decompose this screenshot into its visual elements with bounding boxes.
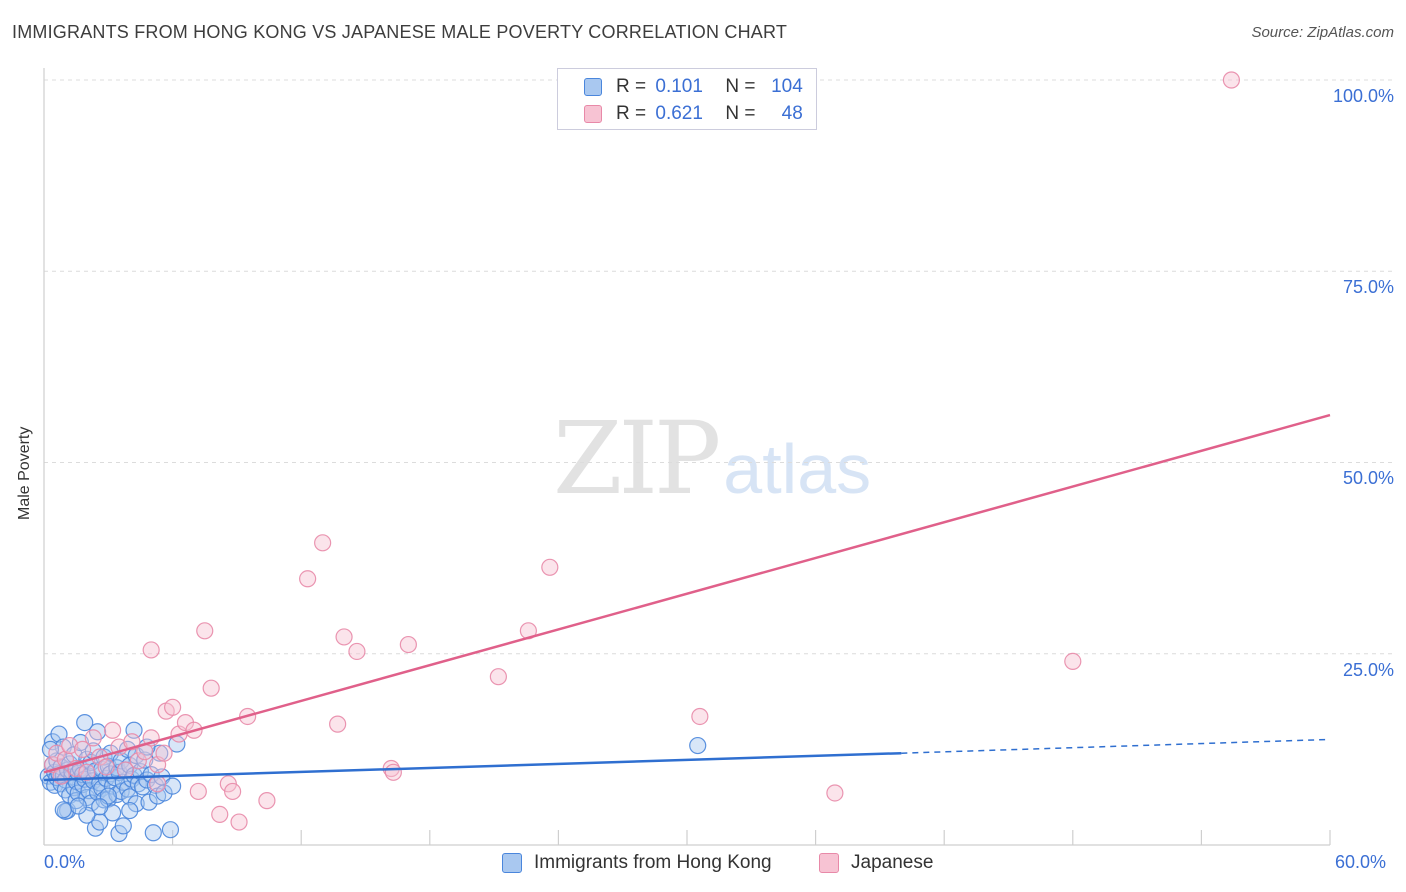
japanese-point [826,784,844,802]
n-value: 104 [771,76,803,97]
x-tick-label-min: 0.0% [44,852,86,872]
n-value: 48 [781,103,803,124]
axes [43,68,1331,846]
japanese-point [52,767,70,785]
hong-kong-point [161,821,180,839]
japanese-point [148,775,167,793]
japanese-point [78,763,96,781]
r-label: R = [616,103,647,124]
legend-swatch-hong-kong [502,853,522,873]
y-axis-label: Male Poverty [16,426,33,520]
source-credit: Source: ZipAtlas.com [1251,24,1394,41]
japanese-point [84,729,102,747]
hong-kong-point [127,795,145,813]
trend-line-hong-kong-extension [901,738,1331,754]
japanese-point [142,641,160,659]
r-label: R = [616,76,647,97]
hong-kong-point [155,784,173,802]
hong-kong-point [78,806,96,824]
hong-kong-point [54,801,72,819]
japanese-point [189,782,207,801]
japanese-point [314,534,332,552]
japanese-point [48,744,66,762]
japanese-point [155,744,173,762]
r-value: 0.621 [655,103,703,124]
japanese-point [335,628,353,646]
hong-kong-point [164,777,182,795]
series-hong-kong-points [39,713,707,843]
japanese-point [541,558,559,576]
stats-legend: R = 0.101 N = 104 R = 0.621 N = 48 [557,68,817,130]
y-tick-label-25: 25.0% [1342,660,1394,680]
japanese-point [384,763,402,781]
japanese-point [489,668,507,686]
japanese-point [691,707,709,726]
legend-label-hong-kong: Immigrants from Hong Kong [534,852,772,873]
trend-line-hong-kong [43,751,902,782]
watermark: ZIPatlas [553,400,871,517]
legend-label-japanese: Japanese [851,852,934,873]
y-tick-label-50: 50.0% [1342,468,1394,488]
watermark-zip: ZIP [553,400,721,517]
hong-kong-swatch [584,78,602,96]
hong-kong-point [91,798,109,816]
legend-item-hong-kong: Immigrants from Hong Kong [502,852,772,874]
japanese-point [164,698,182,716]
trend-line-japanese [43,413,1331,774]
japanese-point [1222,71,1241,89]
watermark-atlas: atlas [723,430,872,508]
hong-kong-point [76,713,94,732]
stats-row-hong-kong: R = 0.101 N = 104 [584,75,803,99]
chart-title: IMMIGRANTS FROM HONG KONG VS JAPANESE MA… [12,22,788,42]
hong-kong-point [71,733,90,752]
n-label: N = [725,103,756,124]
japanese-point [299,570,317,588]
japanese-point [103,721,122,739]
japanese-point [196,622,214,640]
hong-kong-point [142,766,160,784]
r-value: 0.101 [655,76,703,97]
hong-kong-point [140,793,158,811]
hong-kong-point [121,788,139,806]
japanese-point [211,805,229,824]
japanese-point [97,758,115,776]
stats-row-japanese: R = 0.621 N = 48 [584,102,803,126]
japanese-point [230,813,248,831]
hong-kong-point [121,801,139,820]
japanese-point [1064,652,1082,671]
hong-kong-point [69,784,87,802]
japanese-point [202,679,220,697]
japanese-point [73,740,92,758]
n-label: N = [725,76,756,97]
y-tick-label-100: 100.0% [1332,86,1394,106]
hong-kong-point [144,824,162,842]
legend-swatch-japanese [819,853,839,873]
trend-lines [43,413,1331,782]
japanese-point [329,715,347,733]
y-tick-label-75: 75.0% [1342,277,1394,297]
hong-kong-point [114,817,132,835]
japanese-point [224,782,242,801]
hong-kong-point [689,736,707,755]
x-tick-label-max: 60.0% [1335,852,1387,872]
gridlines [44,79,1392,655]
japanese-point [258,792,276,810]
japanese-point [61,736,79,755]
japanese-point [129,752,147,770]
series-japanese-points [43,71,1241,831]
hong-kong-point [50,725,68,743]
japanese-swatch [584,105,602,123]
japanese-point [348,642,366,661]
legend-item-japanese: Japanese [819,852,933,874]
hong-kong-point [69,797,87,815]
japanese-point [399,635,417,654]
